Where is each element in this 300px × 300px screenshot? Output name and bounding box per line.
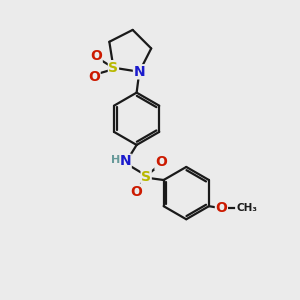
Text: O: O [90, 50, 102, 63]
Text: H: H [111, 155, 120, 165]
Text: N: N [119, 154, 131, 168]
Text: O: O [88, 70, 100, 84]
Text: CH₃: CH₃ [237, 203, 258, 213]
Text: O: O [155, 155, 167, 170]
Text: O: O [130, 184, 142, 199]
Text: S: S [141, 170, 151, 184]
Text: N: N [134, 65, 145, 79]
Text: O: O [215, 201, 227, 215]
Text: S: S [108, 61, 118, 75]
